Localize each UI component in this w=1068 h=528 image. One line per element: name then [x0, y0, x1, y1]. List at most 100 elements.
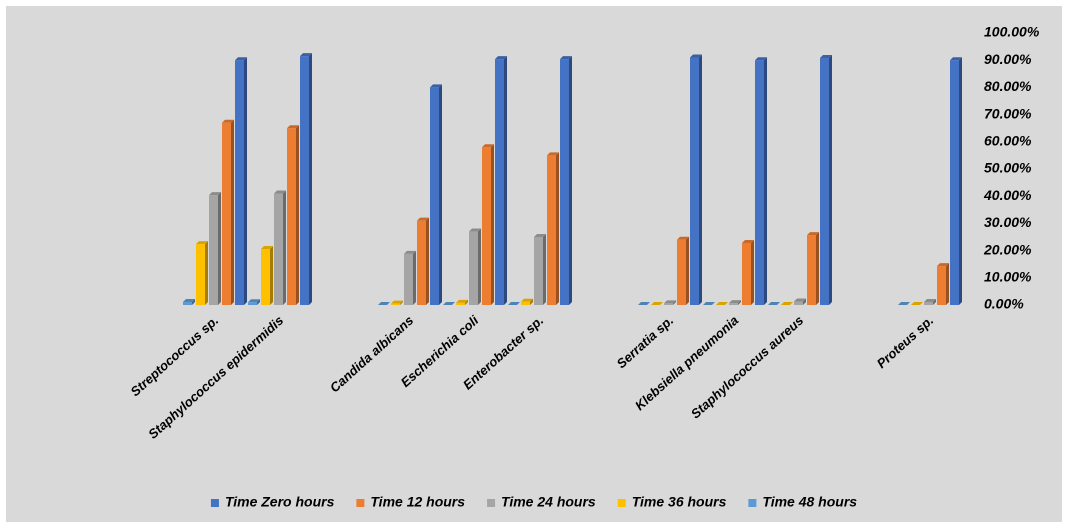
bar: [794, 301, 803, 305]
y-tick-label: 20.00%: [983, 241, 1032, 257]
bar-side: [543, 234, 546, 305]
bar-top: [898, 302, 910, 305]
bar: [534, 237, 543, 305]
bar-top: [781, 302, 793, 305]
bar-side: [530, 298, 533, 305]
bar-top: [495, 56, 507, 60]
bar-top: [664, 300, 676, 304]
bar-top: [469, 228, 481, 232]
bar-side: [491, 144, 494, 305]
bar-top: [430, 84, 442, 88]
bar-side: [686, 236, 689, 305]
bar-top: [417, 217, 429, 221]
bar: [950, 60, 959, 306]
bar-top: [235, 57, 247, 61]
bar: [937, 266, 946, 305]
bar: [209, 195, 218, 305]
bar: [456, 302, 465, 305]
bar-top: [404, 250, 416, 254]
bar: [742, 242, 751, 305]
bar-side: [673, 300, 676, 305]
bar-top: [820, 55, 832, 59]
bar: [300, 56, 309, 306]
bar: [482, 147, 491, 305]
legend-swatch: [617, 499, 626, 507]
legend-label: Time 24 hours: [501, 494, 596, 510]
bar-side: [218, 192, 221, 305]
bar-top: [482, 144, 494, 148]
bar-top: [950, 57, 962, 61]
bar: [495, 59, 504, 305]
bar-top: [742, 239, 754, 243]
bar: [274, 193, 283, 305]
bar: [417, 220, 426, 305]
bar: [547, 155, 556, 305]
legend-swatch: [356, 499, 365, 507]
legend-label: Time 12 hours: [370, 494, 465, 510]
bar: [560, 59, 569, 305]
bar-top: [547, 152, 559, 156]
bar-top: [287, 125, 299, 129]
bar-side: [803, 298, 806, 305]
bar-top: [716, 302, 728, 305]
bar-side: [439, 84, 442, 306]
bar: [287, 128, 296, 305]
bar-side: [205, 241, 208, 305]
bar-side: [413, 250, 416, 305]
bar-top: [807, 232, 819, 236]
bar-side: [946, 263, 949, 305]
legend-swatch: [748, 499, 757, 507]
legend-label: Time Zero hours: [225, 494, 335, 510]
bar-side: [569, 56, 572, 305]
bar: [430, 87, 439, 306]
bar-top: [456, 299, 468, 303]
y-tick-label: 60.00%: [984, 133, 1032, 149]
bar-top: [937, 263, 949, 267]
bar-top: [248, 299, 260, 303]
legend-swatch: [487, 499, 496, 507]
bar-top: [209, 192, 221, 196]
bar-side: [699, 54, 702, 306]
bar-side: [192, 299, 195, 305]
bar-side: [504, 56, 507, 305]
bar-top: [222, 119, 234, 123]
bar-top: [768, 302, 780, 305]
bar-top: [677, 236, 689, 240]
bar-top: [443, 302, 455, 305]
bar-top: [508, 302, 520, 305]
bar-top: [911, 302, 923, 305]
bar-top: [703, 302, 715, 305]
bar-top: [274, 190, 286, 194]
bar-top: [378, 302, 390, 305]
bar-top: [391, 300, 403, 304]
bar-top: [261, 245, 273, 249]
bar-side: [309, 53, 312, 306]
bar-top: [924, 299, 936, 303]
bar-side: [231, 119, 234, 305]
y-tick-label: 0.00%: [984, 296, 1024, 312]
bar-top: [638, 302, 650, 305]
y-tick-label: 10.00%: [984, 269, 1032, 285]
y-tick-label: 90.00%: [984, 51, 1032, 67]
bar: [807, 235, 816, 305]
bar-top: [196, 241, 208, 245]
bar-side: [296, 125, 299, 305]
bar: [391, 303, 400, 305]
bar-side: [283, 190, 286, 305]
y-tick-label: 100.00%: [984, 24, 1040, 40]
bar-side: [738, 300, 741, 305]
bar-side: [959, 57, 962, 306]
y-tick-label: 40.00%: [983, 187, 1032, 203]
bar-top: [300, 53, 312, 57]
bar-top: [755, 57, 767, 61]
bar-top: [690, 54, 702, 58]
bar: [690, 57, 699, 306]
bar-side: [270, 245, 273, 305]
bar: [469, 231, 478, 305]
bar: [729, 303, 738, 305]
bar-side: [244, 57, 247, 306]
bar-top: [521, 298, 533, 302]
bar-side: [764, 57, 767, 306]
legend-label: Time 36 hours: [632, 494, 727, 510]
bar-side: [400, 300, 403, 305]
